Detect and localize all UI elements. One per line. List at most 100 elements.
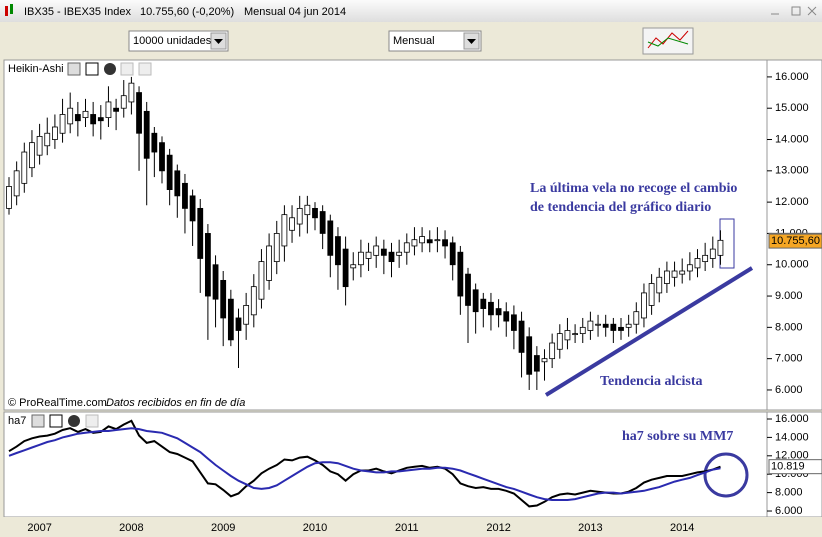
candle-body: [419, 236, 426, 244]
timeframe-dropdown[interactable]: [388, 30, 482, 52]
y-tick-label: 15.000: [775, 102, 809, 114]
candle-body: [327, 220, 334, 256]
candle-body: [694, 258, 701, 269]
candle-body: [74, 114, 81, 122]
candle-body: [128, 82, 135, 103]
annotation: Tendencia alcista: [600, 374, 703, 389]
candle-body: [465, 273, 471, 306]
panel-icons[interactable]: [67, 62, 152, 76]
candle-body: [105, 101, 112, 119]
candle-body: [304, 204, 311, 216]
candle-body: [388, 251, 395, 263]
candle-body: [289, 217, 295, 231]
candle-body: [36, 135, 43, 156]
candle-body: [518, 320, 525, 353]
candle-body: [664, 270, 670, 284]
y-tick-label: 7.000: [775, 353, 803, 365]
x-tick-label: 2007: [27, 522, 51, 534]
candle-body: [97, 117, 104, 122]
x-tick-label: 2008: [119, 522, 143, 534]
candle-body: [633, 311, 640, 325]
candle-body: [6, 186, 12, 209]
candle-body: [587, 320, 594, 331]
window-price: 10.755,60 (-0,20%): [140, 6, 234, 18]
x-tick-label: 2010: [303, 522, 327, 534]
candle-body: [197, 207, 204, 259]
candle-body: [503, 311, 510, 322]
candle-body: [602, 323, 609, 328]
candle-body: [204, 233, 211, 297]
candle-body: [702, 254, 709, 263]
candle-body: [709, 248, 716, 259]
candle-body: [82, 110, 89, 119]
candle-body: [618, 326, 624, 331]
dropdown-arrow: [214, 39, 223, 44]
window-period: Mensual 04 jun 2014: [244, 6, 346, 18]
candle-body: [90, 114, 97, 125]
indicator-button[interactable]: [642, 27, 694, 55]
candle-body: [174, 170, 181, 197]
candle-body: [572, 333, 578, 336]
candle-body: [266, 245, 273, 281]
y-tick-label: 16.000: [775, 71, 809, 83]
indicator-line: [8, 427, 721, 501]
x-tick-label: 2014: [670, 522, 694, 534]
dropdown-arrow: [467, 39, 476, 44]
indicator-title: ha7: [8, 415, 26, 427]
y-tick-label: 6.000: [775, 505, 803, 517]
main-panel: [3, 59, 768, 411]
candle-body: [396, 251, 403, 256]
candle-body: [136, 92, 142, 134]
units-value: 10000 unidades: [133, 35, 212, 47]
candle-body: [350, 264, 357, 269]
candle-body: [556, 333, 563, 350]
candle-body: [159, 142, 165, 172]
candle-body: [717, 239, 724, 256]
candle-body: [595, 323, 601, 326]
candle-body: [182, 182, 188, 209]
y-tick-label: 14.000: [775, 133, 809, 145]
candle-body: [679, 270, 686, 275]
candle-body: [625, 323, 632, 328]
panel-title: Heikin-Ashi: [8, 63, 64, 75]
y-tick-label: 12.000: [775, 196, 809, 208]
candle-body: [526, 336, 533, 375]
candle-body: [495, 308, 502, 316]
candle-body: [610, 323, 617, 331]
annotation: de tendencia del gráfico diario: [530, 200, 711, 215]
candle-body: [67, 107, 74, 125]
x-tick-label: 2013: [578, 522, 602, 534]
candle-body: [579, 326, 586, 335]
indicator-icons[interactable]: [31, 414, 99, 428]
candle-body: [373, 245, 380, 256]
indicator-panel: [3, 411, 768, 518]
y-tick-label: 8.000: [775, 487, 803, 499]
source: © ProRealTime.com: [8, 397, 107, 409]
candle-body: [143, 110, 150, 159]
units-dropdown[interactable]: [128, 30, 229, 52]
candle-body: [212, 264, 219, 300]
y-tick-label: 9.000: [775, 290, 803, 302]
candle-body: [365, 251, 372, 259]
candle-body: [44, 132, 51, 147]
candle-body: [380, 248, 387, 256]
price-marker: [768, 459, 822, 475]
candle-body: [235, 317, 242, 331]
y-tick-label: 14.000: [775, 431, 809, 443]
candle-body: [335, 236, 341, 266]
window-controls[interactable]: [771, 6, 817, 16]
candle-body: [166, 154, 173, 191]
x-tick-label: 2011: [395, 522, 419, 534]
candle-body: [648, 283, 655, 306]
candle-body: [59, 114, 66, 134]
candle-body: [488, 301, 494, 316]
y-tick-label: 8.000: [775, 321, 803, 333]
candle-body: [258, 261, 265, 300]
x-tick-label: 2009: [211, 522, 235, 534]
candle-body: [564, 330, 571, 341]
candle-body: [510, 314, 517, 331]
annotation: ha7 sobre su MM7: [622, 429, 733, 444]
window-title: IBX35 - IBEX35 Index: [24, 6, 132, 18]
